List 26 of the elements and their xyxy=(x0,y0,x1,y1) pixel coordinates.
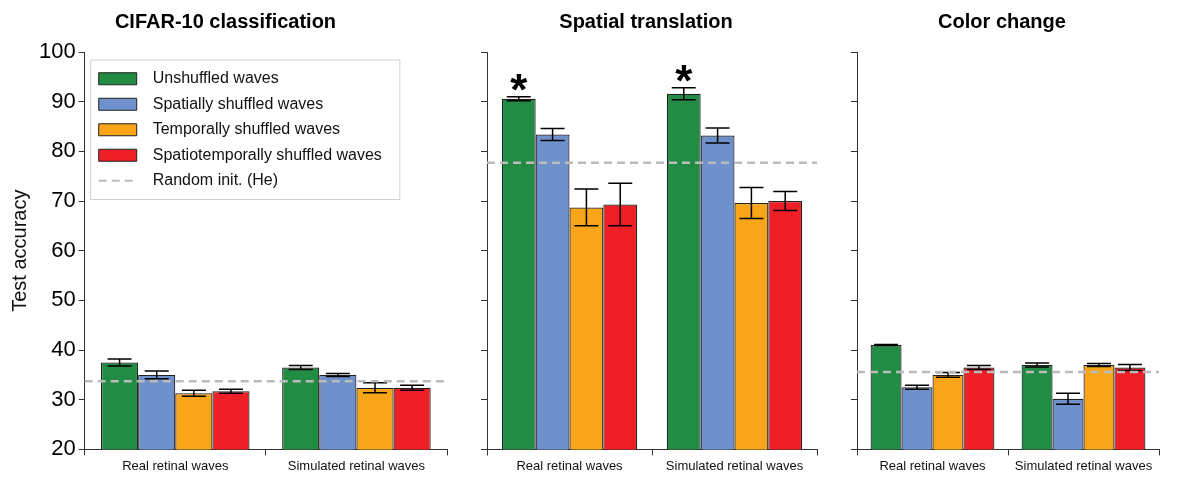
y-tick-label: 40 xyxy=(51,336,76,362)
x-tick-label: Real retinal waves xyxy=(516,457,624,473)
x-tick-label: Real retinal waves xyxy=(879,457,987,473)
y-tick-label: 30 xyxy=(51,385,76,411)
chart-title: CIFAR-10 classification xyxy=(114,9,337,32)
annotation: * xyxy=(675,55,694,105)
y-tick-label: 90 xyxy=(51,87,76,113)
legend-label: Spatiotemporally shuffled waves xyxy=(152,145,382,163)
chart-title: Spatial translation xyxy=(559,9,733,32)
legend-label: Random init. (He) xyxy=(152,171,279,189)
y-tick-label: 100 xyxy=(38,38,76,64)
y-tick-label: 20 xyxy=(51,435,76,461)
y-tick-label: 70 xyxy=(51,187,76,213)
x-tick-label: Real retinal waves xyxy=(122,457,229,473)
x-tick-label: Simulated retinal waves xyxy=(287,457,426,473)
y-axis-title: Test accuracy xyxy=(7,189,30,312)
x-tick-label: Simulated retinal waves xyxy=(665,457,804,473)
annotation: * xyxy=(510,64,529,114)
chart-title: Color change xyxy=(938,9,1066,32)
y-tick-label: 80 xyxy=(51,137,76,163)
legend-label: Temporally shuffled waves xyxy=(152,120,341,138)
y-tick-label: 60 xyxy=(51,236,76,262)
x-tick-label: Simulated retinal waves xyxy=(1014,457,1153,473)
legend-label: Unshuffled waves xyxy=(152,69,279,87)
y-tick-label: 50 xyxy=(51,286,76,312)
legend-label: Spatially shuffled waves xyxy=(152,94,324,112)
